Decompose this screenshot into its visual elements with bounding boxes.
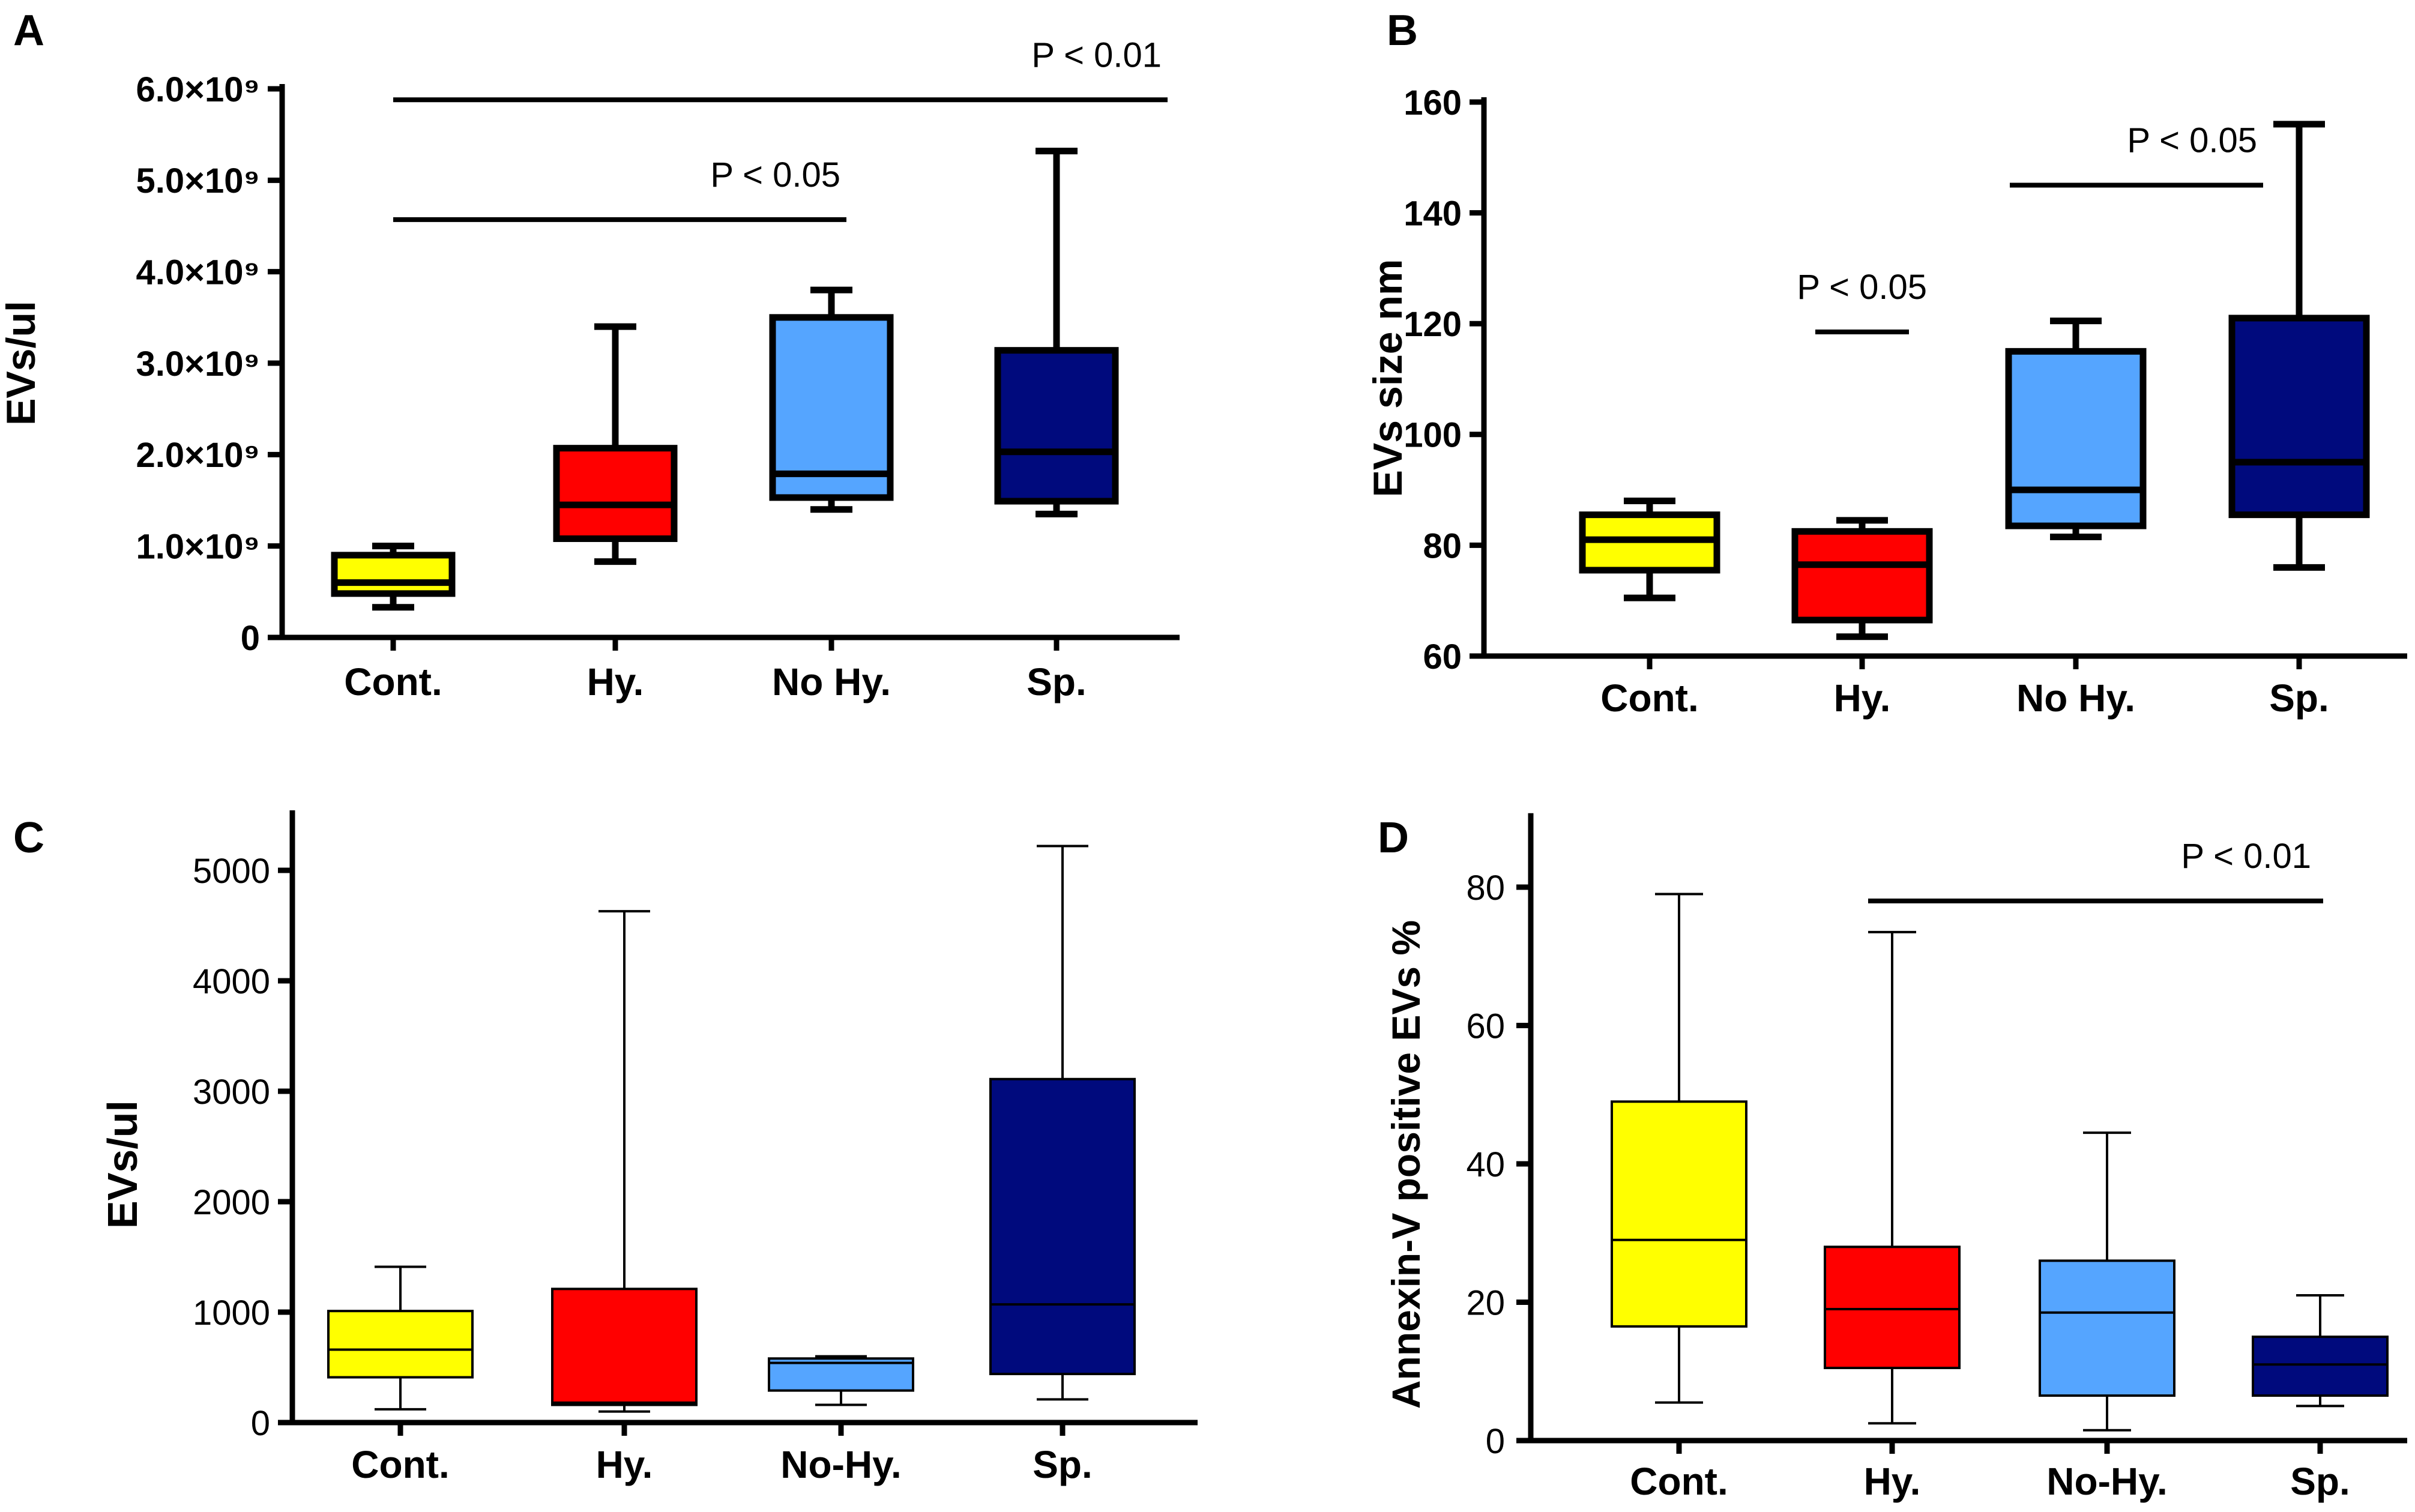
y-tick-label: 6.0×10⁹ (136, 70, 260, 109)
significance-annotation: P < 0.05 (1797, 268, 1927, 335)
y-tick-label: 3000 (193, 1073, 270, 1112)
y-tick-label: 80 (1423, 526, 1462, 565)
iqr-box (2005, 348, 2147, 529)
box-sp (2228, 121, 2370, 571)
panel-label: D (1378, 814, 1409, 862)
significance-annotation: P < 0.05 (393, 155, 846, 222)
x-tick-label: Sp. (2290, 1460, 2350, 1503)
iqr-box (769, 314, 894, 501)
x-tick-label: Sp. (1033, 1443, 1093, 1486)
x-tick-label: No Hy. (2016, 676, 2135, 720)
significance-annotation: P < 0.05 (2010, 121, 2263, 188)
y-axis-label: EVs/ul (99, 1100, 146, 1229)
box-hy (553, 323, 678, 565)
x-tick-label: No-Hy. (780, 1443, 901, 1486)
iqr-box (2252, 1336, 2389, 1397)
y-tick-label: 0 (251, 1404, 270, 1443)
significance-label: P < 0.01 (2181, 837, 2311, 876)
y-tick-label: 160 (1403, 83, 1462, 122)
y-tick-label: 80 (1466, 869, 1505, 908)
box-hy (1791, 517, 1933, 640)
x-tick-label: Cont. (344, 660, 442, 703)
box-hy (551, 910, 698, 1413)
y-axis-label: EVs size nm (1365, 259, 1411, 498)
y-tick-label: 20 (1466, 1283, 1505, 1322)
panel-d: D Annexin-V positive EVs % 0 20 40 60 80 Cont. H… (1378, 813, 2407, 1503)
box-cont (1579, 498, 1720, 601)
box-sp (994, 148, 1119, 517)
significance-label: P < 0.05 (710, 155, 840, 194)
x-tick-label: Sp. (1027, 660, 1087, 703)
box-no-hy (2039, 1131, 2175, 1432)
panel-label: A (13, 7, 44, 55)
y-tick-label: 0 (241, 619, 260, 658)
significance-label: P < 0.01 (1031, 35, 1162, 74)
box-sp (2252, 1294, 2389, 1408)
x-tick-label: Hy. (587, 660, 644, 703)
x-tick-label: Cont. (1630, 1460, 1728, 1503)
panel-b: B EVs size nm 60 80 100 120 140 160 Cont. Hy. No H… (1365, 7, 2407, 720)
y-tick-label: 40 (1466, 1145, 1505, 1184)
x-tick-label: Cont. (351, 1443, 450, 1486)
x-tick-label: Sp. (2269, 676, 2329, 720)
y-tick-label: 120 (1403, 305, 1462, 344)
x-tick-label: Hy. (1864, 1460, 1921, 1503)
box-no-hy (769, 286, 894, 513)
y-tick-label: 2.0×10⁹ (136, 436, 260, 475)
iqr-box (327, 1310, 474, 1379)
x-tick-label: No-Hy. (2046, 1460, 2167, 1503)
x-tick-label: Hy. (1834, 676, 1891, 720)
iqr-box (994, 347, 1119, 505)
x-tick-label: Hy. (596, 1443, 653, 1486)
y-tick-label: 3.0×10⁹ (136, 345, 260, 384)
y-tick-label: 60 (1423, 637, 1462, 676)
iqr-box (551, 1288, 698, 1406)
iqr-box (2039, 1259, 2175, 1397)
y-tick-label: 100 (1403, 416, 1462, 455)
x-tick-label: Cont. (1600, 676, 1699, 720)
y-tick-label: 5.0×10⁹ (136, 161, 260, 200)
significance-annotation: P < 0.01 (1868, 837, 2323, 904)
box-cont (1611, 893, 1747, 1404)
panel-a: A EVs/ul 0 1.0×10⁹ 2.0×10⁹ 3.0×10⁹ 4.0×10⁹ 5.0×… (0, 7, 1180, 703)
y-tick-label: 60 (1466, 1007, 1505, 1046)
box-cont (331, 543, 456, 611)
y-tick-label: 4000 (193, 962, 270, 1001)
iqr-box (1791, 528, 1933, 624)
box-no-hy (768, 1355, 914, 1406)
box-no-hy (2005, 318, 2147, 541)
x-tick-label: No Hy. (772, 660, 891, 703)
iqr-box (2228, 315, 2370, 519)
y-tick-label: 4.0×10⁹ (136, 253, 260, 292)
y-tick-label: 1.0×10⁹ (136, 528, 260, 567)
iqr-box (1824, 1245, 1961, 1369)
iqr-box (1611, 1100, 1747, 1328)
significance-label: P < 0.05 (1797, 268, 1927, 307)
panel-c: C EVs/ul 0 1000 2000 3000 4000 5000 Cont. Hy. No-H… (13, 810, 1198, 1486)
box-hy (1824, 930, 1961, 1425)
significance-annotation: P < 0.01 (393, 35, 1168, 103)
significance-label: P < 0.05 (2127, 121, 2257, 160)
panel-label: C (13, 814, 44, 862)
y-tick-label: 1000 (193, 1294, 270, 1333)
iqr-box (331, 552, 456, 597)
box-cont (327, 1265, 474, 1411)
box-sp (989, 845, 1136, 1401)
iqr-box (989, 1077, 1136, 1376)
iqr-box (553, 445, 678, 542)
y-axis-label: Annexin-V positive EVs % (1384, 920, 1428, 1409)
y-axis-label: EVs/ul (0, 301, 44, 426)
y-tick-label: 0 (1486, 1422, 1505, 1461)
panel-label: B (1387, 7, 1418, 55)
y-tick-label: 2000 (193, 1183, 270, 1222)
y-tick-label: 5000 (193, 852, 270, 891)
y-tick-label: 140 (1403, 194, 1462, 233)
